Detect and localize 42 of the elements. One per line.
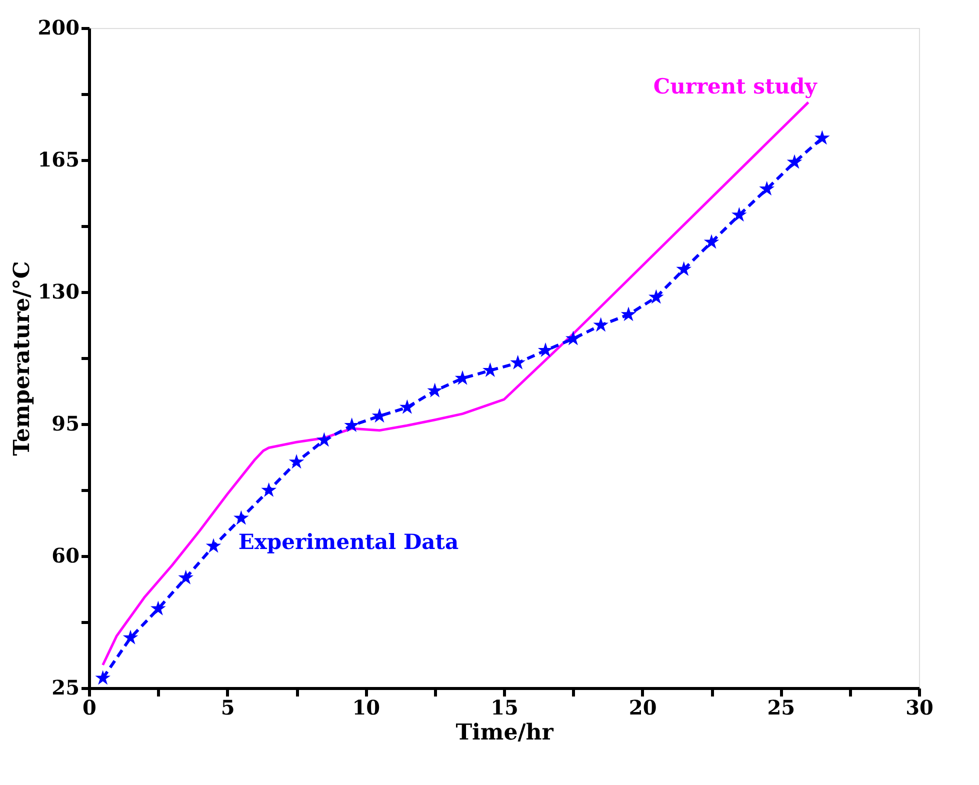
- series-label: Experimental Data: [238, 528, 459, 554]
- series-label: Current study: [653, 73, 818, 98]
- point: [95, 670, 110, 685]
- point: [648, 289, 664, 304]
- x-tick-label: 20: [628, 696, 657, 720]
- point: [150, 600, 166, 616]
- x-axis-title: Time/hr: [456, 720, 554, 746]
- point: [732, 207, 747, 222]
- point: [400, 399, 415, 414]
- point: [538, 342, 554, 357]
- point: [427, 382, 442, 398]
- point: [122, 630, 138, 644]
- y-axis-title: Temperature/°C: [8, 261, 35, 456]
- y-tick-label: 165: [38, 148, 80, 172]
- point: [566, 330, 581, 346]
- point: [786, 154, 802, 169]
- point: [593, 317, 608, 332]
- x-tick-label: 15: [490, 696, 518, 720]
- x-tick-label: 10: [352, 696, 380, 720]
- y-tick-label: 25: [52, 676, 80, 700]
- point: [482, 362, 498, 377]
- point: [316, 432, 332, 447]
- y-tick-label: 60: [52, 544, 80, 568]
- point: [234, 510, 249, 525]
- point: [288, 454, 304, 469]
- point: [206, 538, 222, 553]
- point: [814, 130, 830, 145]
- point: [676, 261, 692, 276]
- x-tick-label: 0: [82, 696, 96, 720]
- y-tick-label: 200: [38, 16, 80, 40]
- x-tick-label: 5: [220, 696, 235, 720]
- point: [178, 570, 194, 584]
- point: [759, 180, 774, 196]
- point: [344, 417, 360, 432]
- y-tick-label: 130: [38, 280, 80, 304]
- point: [620, 306, 636, 322]
- point: [510, 354, 526, 370]
- y-tick-label: 95: [52, 412, 80, 436]
- x-tick-label: 25: [767, 696, 796, 720]
- x-tick-label: 30: [906, 696, 934, 720]
- point: [704, 234, 720, 249]
- point: [261, 482, 276, 497]
